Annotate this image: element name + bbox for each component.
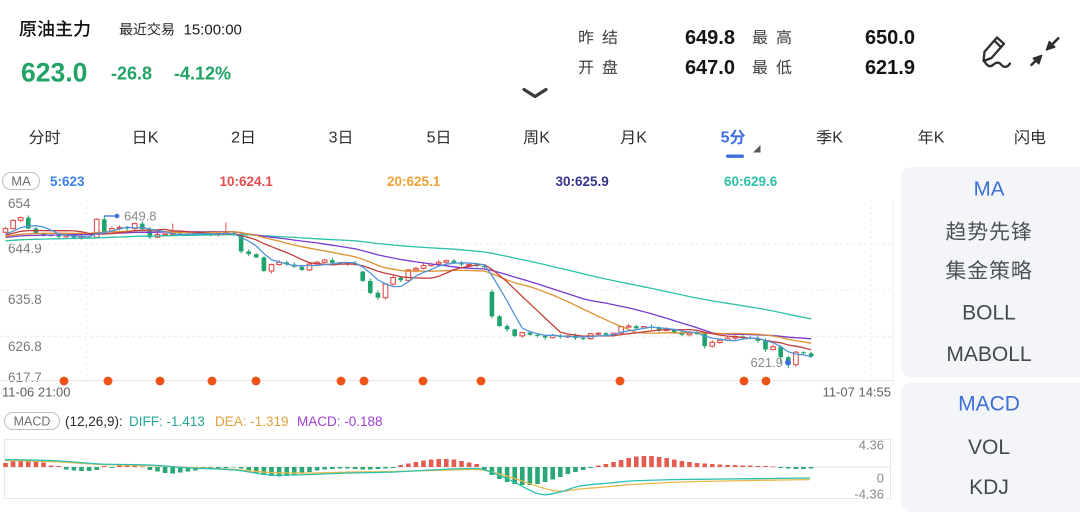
svg-text:617.7: 617.7	[8, 370, 42, 385]
svg-text:MACD: -0.188: MACD: -0.188	[297, 414, 383, 429]
svg-text:626.8: 626.8	[8, 339, 42, 354]
svg-text:MABOLL: MABOLL	[946, 343, 1031, 366]
svg-text:30:625.9: 30:625.9	[556, 174, 609, 189]
svg-text:K: K	[636, 130, 647, 147]
svg-text:20:625.1: 20:625.1	[387, 174, 441, 189]
svg-text:MACD: MACD	[14, 415, 51, 429]
svg-text:K: K	[934, 130, 945, 147]
svg-text:K: K	[539, 130, 550, 147]
svg-text:649.8: 649.8	[685, 27, 735, 49]
svg-text:621.9: 621.9	[750, 355, 783, 370]
svg-text:11-07 14:55: 11-07 14:55	[823, 385, 891, 400]
svg-text:-26.8: -26.8	[111, 63, 152, 83]
svg-text:-4.12%: -4.12%	[174, 63, 231, 83]
svg-text:2: 2	[231, 130, 240, 147]
svg-text:647.0: 647.0	[685, 57, 735, 79]
svg-text:623.0: 623.0	[21, 58, 87, 88]
svg-text:654: 654	[8, 196, 31, 211]
svg-text:K: K	[148, 130, 159, 147]
svg-text:15:00:00: 15:00:00	[184, 21, 242, 38]
svg-text:10:624.1: 10:624.1	[220, 174, 274, 189]
svg-text:MACD: MACD	[958, 393, 1020, 416]
svg-text:KDJ: KDJ	[969, 476, 1009, 499]
svg-text:MA: MA	[974, 177, 1005, 200]
svg-text:BOLL: BOLL	[962, 302, 1016, 325]
svg-text:VOL: VOL	[968, 436, 1010, 459]
svg-text:0: 0	[877, 471, 884, 486]
svg-text:MA: MA	[11, 174, 31, 189]
svg-text:635.8: 635.8	[8, 292, 42, 307]
svg-text:(12,26,9):: (12,26,9):	[65, 414, 123, 429]
svg-text:649.8: 649.8	[124, 209, 157, 224]
svg-text:5:623: 5:623	[50, 174, 85, 189]
svg-text:K: K	[832, 130, 843, 147]
svg-text:4.36: 4.36	[859, 438, 884, 453]
svg-text:5: 5	[721, 130, 730, 147]
svg-text:644.9: 644.9	[8, 241, 42, 256]
svg-text:-4.36: -4.36	[854, 487, 884, 502]
svg-text:DEA: -1.319: DEA: -1.319	[215, 414, 289, 429]
svg-text:5: 5	[427, 130, 436, 147]
svg-text:621.9: 621.9	[865, 57, 915, 79]
svg-text:DIFF: -1.413: DIFF: -1.413	[129, 414, 205, 429]
svg-text:3: 3	[329, 130, 338, 147]
svg-text:650.0: 650.0	[865, 27, 915, 49]
svg-text:11-06 21:00: 11-06 21:00	[2, 385, 70, 400]
svg-text:60:629.6: 60:629.6	[724, 174, 778, 189]
